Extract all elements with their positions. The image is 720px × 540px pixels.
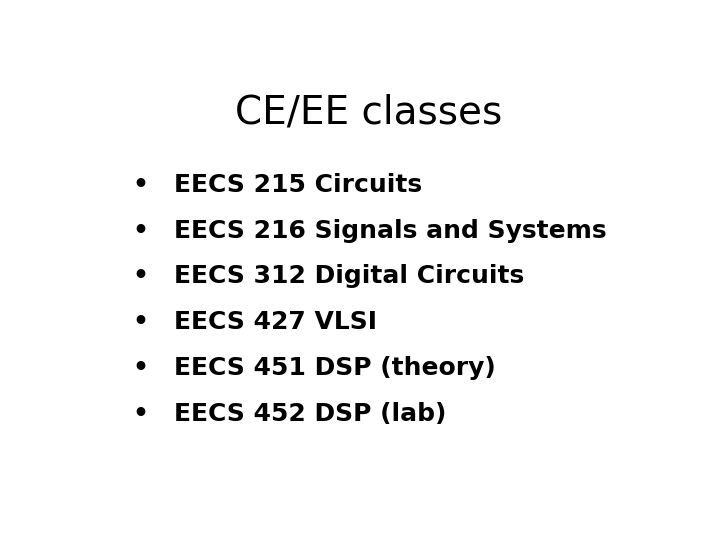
Text: •: •	[132, 310, 148, 334]
Text: •: •	[132, 402, 148, 426]
Text: EECS 312 Digital Circuits: EECS 312 Digital Circuits	[174, 265, 524, 288]
Text: EECS 216 Signals and Systems: EECS 216 Signals and Systems	[174, 219, 606, 242]
Text: •: •	[132, 219, 148, 242]
Text: •: •	[132, 265, 148, 288]
Text: •: •	[132, 173, 148, 197]
Text: EECS 451 DSP (theory): EECS 451 DSP (theory)	[174, 356, 495, 380]
Text: CE/EE classes: CE/EE classes	[235, 94, 503, 132]
Text: EECS 452 DSP (lab): EECS 452 DSP (lab)	[174, 402, 446, 426]
Text: •: •	[132, 356, 148, 380]
Text: EECS 215 Circuits: EECS 215 Circuits	[174, 173, 422, 197]
Text: EECS 427 VLSI: EECS 427 VLSI	[174, 310, 377, 334]
